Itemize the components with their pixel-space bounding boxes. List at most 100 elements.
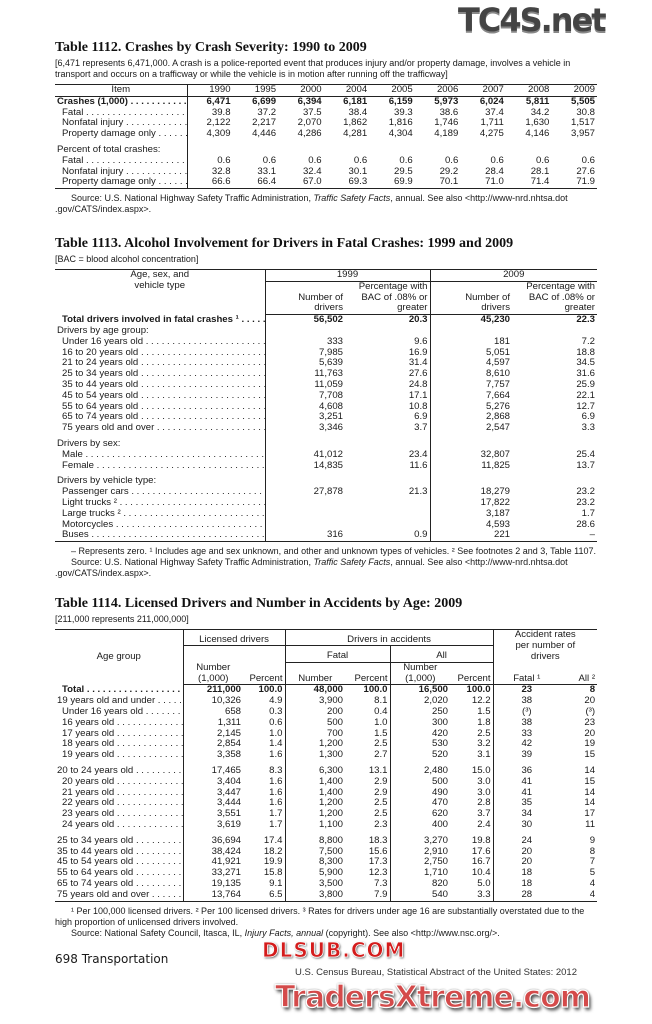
row-label-text: 21 years old xyxy=(62,788,182,798)
source-link-text: , annual. See also <http://www-nrd.nhtsa… xyxy=(55,193,568,215)
table-cell: 34.2 xyxy=(530,107,550,118)
table-cell: 3,957 xyxy=(570,129,595,140)
column-header-spacer xyxy=(183,645,286,663)
table-cell: 4,446 xyxy=(252,129,277,140)
table-cell: 24 xyxy=(521,834,533,846)
table-cell: 3,346 xyxy=(318,423,343,434)
table-cell: 38 xyxy=(521,696,533,707)
row-label: Large trucks ² xyxy=(55,508,266,520)
table-cell: 11,763 xyxy=(314,369,343,380)
table-cell: 1.4 xyxy=(243,739,286,751)
table-cell: 25.4 xyxy=(576,449,595,460)
table-cell: 6,699 xyxy=(252,96,277,107)
table-row: Crashes (1,000) 6,471 6,699 6,394 6,181 6,159… xyxy=(55,96,597,108)
table-cell xyxy=(345,325,431,337)
row-label-text: Crashes (1,000) xyxy=(57,96,186,107)
row-label-text: Under 16 years old xyxy=(62,707,182,717)
row-label: Drivers by age group: xyxy=(55,325,266,337)
table-row: Drivers by vehicle type: xyxy=(55,471,597,488)
table-cell: 5,639 xyxy=(318,358,343,369)
row-label: 65 to 74 years old xyxy=(55,879,184,890)
table-cell: 221 xyxy=(430,530,512,543)
table-cell: 620 xyxy=(432,809,449,820)
table-cell: 31.4 xyxy=(345,358,431,370)
table-source: Source: National Safety Council, Itasca,… xyxy=(55,928,597,939)
column-header-year: 1990 xyxy=(187,84,233,97)
table-cell: 23.2 xyxy=(576,487,595,498)
table-cell xyxy=(430,326,512,337)
table-cell: 21.3 xyxy=(345,487,431,498)
row-label: Motorcycles xyxy=(55,519,266,531)
table-cell: 1,200 xyxy=(319,798,344,809)
table-cell: 18.3 xyxy=(345,830,391,847)
table-cell: 8,300 xyxy=(319,857,344,868)
table-cell: 500 xyxy=(327,717,344,728)
column-header-number-1000: Number (1,000) xyxy=(183,662,243,686)
row-label: 65 to 74 years old xyxy=(55,412,266,424)
row-label: Nonfatal injury xyxy=(55,166,188,178)
table-row: Nonfatal injury 2,122 2,217 2,070 1,862 1,816… xyxy=(55,118,597,130)
table-cell: 0.9 xyxy=(345,530,431,543)
table-row: Total drivers involved in fatal crashes … xyxy=(55,314,597,326)
table-cell: 6.9 xyxy=(581,412,595,423)
column-header-number: Number of drivers xyxy=(265,281,345,316)
table-row: Large trucks ² 3,187 1.7 xyxy=(55,508,597,520)
table-cell: 1.0 xyxy=(243,728,286,740)
table-cell: 300 xyxy=(432,717,449,728)
table-cell: 30.8 xyxy=(576,107,595,118)
row-label: 75 years old and over xyxy=(55,423,266,434)
column-header-1999: 1999 xyxy=(265,269,431,282)
table-cell: 7,708 xyxy=(318,390,343,401)
row-label-text: Drivers by age group: xyxy=(57,325,149,336)
alcohol-involvement-table: Age, sex, and vehicle type 1999 2009 Num… xyxy=(55,269,597,543)
table-cell: 5,973 xyxy=(434,96,459,107)
column-header-number-1000: Number (1,000) xyxy=(390,662,451,686)
table-cell: 34.5 xyxy=(576,358,595,369)
column-header-all: All xyxy=(390,645,494,663)
table-cell: 10.4 xyxy=(450,868,494,880)
table-cell xyxy=(512,434,597,450)
table-row: Fatal 39.8 37.2 37.5 38.4 39.3 38.6 37.4 34.2 30.… xyxy=(55,107,597,119)
table-cell: 2.5 xyxy=(345,809,391,821)
row-label-text: 55 to 64 years old xyxy=(57,868,182,878)
table-cell: 1,746 xyxy=(434,118,459,129)
table-footnote: ¹ Per 100,000 licensed drivers. ² Per 10… xyxy=(55,905,585,927)
row-label: 21 years old xyxy=(55,787,184,799)
table-headnote: [BAC = blood alcohol concentration] xyxy=(55,254,199,264)
table-cell: 9 xyxy=(589,834,596,846)
column-header-percentage: Percentage with BAC of .08% or greater xyxy=(512,281,597,316)
row-label: Fatal xyxy=(55,107,188,119)
table-cell: 69.9 xyxy=(369,177,415,190)
table-cell: 18.8 xyxy=(576,347,595,358)
table-cell: 20 xyxy=(584,728,596,739)
table-cell: 17.1 xyxy=(345,390,431,402)
table-cell: 2.8 xyxy=(450,798,494,810)
table-cell: 1,300 xyxy=(319,750,344,761)
table-cell: 66.4 xyxy=(232,177,279,190)
table-cell: 4,281 xyxy=(343,129,368,140)
table-1114-section: Table 1114. Licensed Drivers and Number … xyxy=(55,596,598,939)
table-cell: 24.8 xyxy=(345,379,431,391)
table-cell: 27.6 xyxy=(576,166,595,177)
table-cell xyxy=(265,471,345,487)
table-cell: 1.5 xyxy=(345,728,391,740)
table-cell: 2.9 xyxy=(345,787,391,799)
row-label-text: 45 to 54 years old xyxy=(62,391,264,401)
table-cell: 5.0 xyxy=(450,879,494,890)
table-cell: 3.0 xyxy=(450,787,494,799)
table-cell: 2.7 xyxy=(345,750,391,762)
row-label-text: 23 years old xyxy=(62,809,182,819)
row-label: 19 years old xyxy=(55,750,184,762)
table-cell: 13,764 xyxy=(183,889,243,902)
row-label: Under 16 years old xyxy=(55,336,266,348)
row-label-text: 45 to 54 years old xyxy=(57,857,182,867)
table-cell xyxy=(265,509,345,520)
table-cell: 38.4 xyxy=(348,107,368,118)
